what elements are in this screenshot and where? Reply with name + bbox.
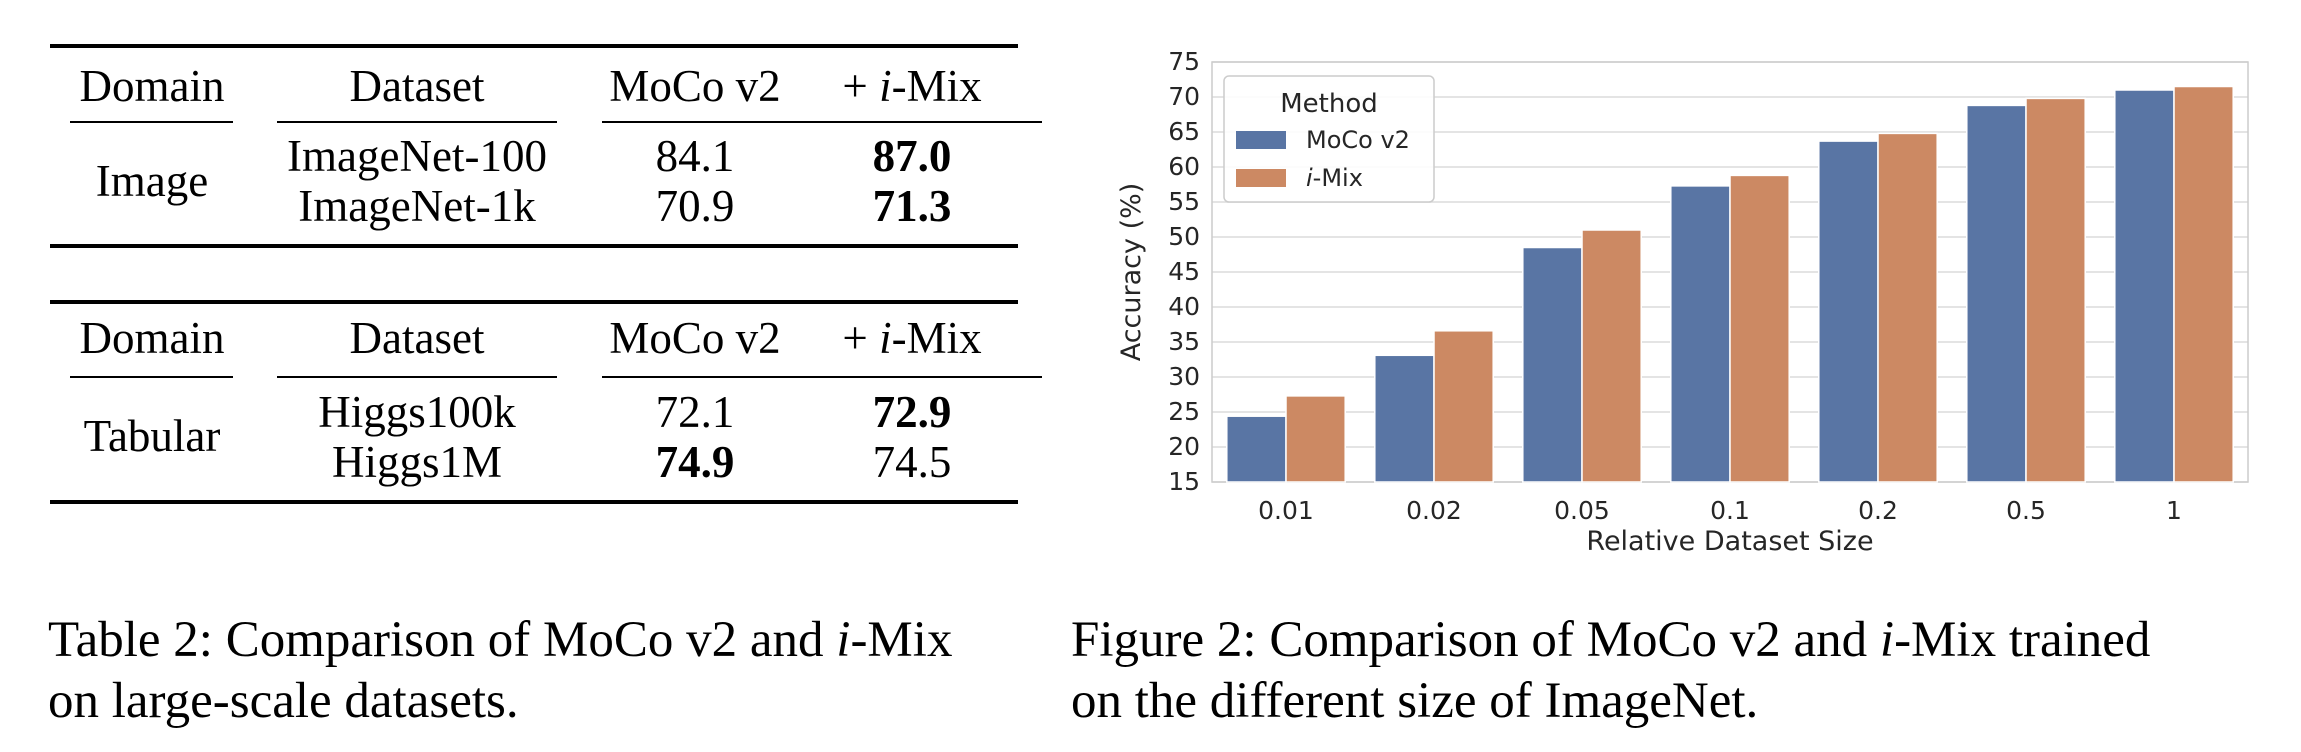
legend-swatch bbox=[1236, 131, 1286, 149]
y-tick-label: 15 bbox=[1168, 467, 1200, 496]
x-tick-label: 0.05 bbox=[1554, 496, 1610, 525]
imix-cell: 72.9 bbox=[872, 387, 952, 437]
bar bbox=[1522, 246, 1583, 483]
y-tick-label: 70 bbox=[1168, 82, 1200, 111]
cmidrule bbox=[602, 376, 1042, 378]
legend-title: Method bbox=[1280, 89, 1378, 119]
y-tick-label: 50 bbox=[1168, 222, 1200, 251]
top-rule bbox=[50, 300, 1018, 304]
figure-caption-line1: Figure 2: Comparison of MoCo v2 and i-Mi… bbox=[1071, 612, 2151, 668]
domain-cell: Image bbox=[95, 156, 209, 206]
y-tick-label: 60 bbox=[1168, 152, 1200, 181]
legend-label: i-Mix bbox=[1306, 164, 1363, 192]
bar bbox=[2173, 85, 2234, 483]
x-tick-label: 0.1 bbox=[1710, 496, 1750, 525]
y-tick-label: 35 bbox=[1168, 327, 1200, 356]
bar bbox=[1670, 185, 1731, 483]
y-tick-label: 40 bbox=[1168, 292, 1200, 321]
header-imix: + i-Mix bbox=[842, 313, 982, 363]
accuracy-bar-chart: 15 20 25 30 35 40 45 50 55 60 65 70 75 0.01 0.02 0.05 0.… bbox=[1116, 47, 2249, 557]
x-tick-label: 0.2 bbox=[1858, 496, 1898, 525]
y-tick-label: 45 bbox=[1168, 257, 1200, 286]
y-tick-label: 75 bbox=[1168, 47, 1200, 76]
cmidrule bbox=[277, 121, 557, 123]
figure-caption: Figure 2: Comparison of MoCo v2 and i-Mi… bbox=[1071, 610, 2150, 732]
legend-swatch bbox=[1236, 169, 1286, 187]
moco-cell: 70.9 bbox=[655, 181, 735, 231]
imix-cell: 87.0 bbox=[872, 131, 952, 181]
table-tabular: Domain Dataset MoCo v2 + i-Mix Tabular H… bbox=[50, 300, 1042, 510]
imix-cell: 71.3 bbox=[872, 181, 952, 231]
y-tick-label: 30 bbox=[1168, 362, 1200, 391]
bar bbox=[1877, 132, 1938, 483]
header-moco: MoCo v2 bbox=[609, 313, 781, 363]
moco-cell: 84.1 bbox=[655, 131, 735, 181]
x-tick-label: 0.01 bbox=[1258, 496, 1314, 525]
moco-cell: 74.9 bbox=[655, 437, 735, 487]
x-tick-label: 0.02 bbox=[1406, 496, 1462, 525]
top-rule bbox=[50, 44, 1018, 48]
header-dataset: Dataset bbox=[349, 61, 485, 111]
bar bbox=[1966, 104, 2027, 483]
bar bbox=[1818, 140, 1879, 483]
cmidrule bbox=[70, 376, 233, 378]
bar bbox=[1285, 395, 1346, 483]
x-tick-label: 0.5 bbox=[2006, 496, 2046, 525]
dataset-cell: ImageNet-100 bbox=[287, 131, 547, 181]
table-caption-line2: on large-scale datasets. bbox=[48, 673, 519, 729]
y-axis-label: Accuracy (%) bbox=[1116, 183, 1147, 362]
cmidrule bbox=[602, 121, 1042, 123]
dataset-cell: Higgs1M bbox=[331, 437, 503, 487]
x-axis-label: Relative Dataset Size bbox=[1586, 526, 1873, 557]
table-caption: Table 2: Comparison of MoCo v2 and i-Mix… bbox=[48, 610, 952, 732]
cmidrule bbox=[70, 121, 233, 123]
header-imix: + i-Mix bbox=[842, 61, 982, 111]
imix-cell: 74.5 bbox=[872, 437, 952, 487]
header-moco: MoCo v2 bbox=[609, 61, 781, 111]
y-tick-label: 25 bbox=[1168, 397, 1200, 426]
moco-cell: 72.1 bbox=[655, 387, 735, 437]
x-tick-label: 1 bbox=[2166, 496, 2182, 525]
bottom-rule bbox=[50, 500, 1018, 504]
legend-label: MoCo v2 bbox=[1306, 126, 1410, 154]
dataset-cell: Higgs100k bbox=[318, 387, 516, 437]
bar bbox=[1729, 174, 1790, 483]
header-dataset: Dataset bbox=[349, 313, 485, 363]
y-tick-label: 55 bbox=[1168, 187, 1200, 216]
header-domain: Domain bbox=[79, 61, 225, 111]
bar bbox=[1226, 415, 1287, 483]
dataset-cell: ImageNet-1k bbox=[298, 181, 536, 231]
bar bbox=[1374, 354, 1435, 483]
bar bbox=[1433, 330, 1494, 483]
bottom-rule bbox=[50, 244, 1018, 248]
bar bbox=[2114, 89, 2175, 483]
y-tick-label: 20 bbox=[1168, 432, 1200, 461]
table-caption-line1: Table 2: Comparison of MoCo v2 and i-Mix bbox=[48, 612, 953, 668]
figure-caption-line2: on the different size of ImageNet. bbox=[1071, 673, 1759, 729]
header-domain: Domain bbox=[79, 313, 225, 363]
cmidrule bbox=[277, 376, 557, 378]
domain-cell: Tabular bbox=[83, 411, 221, 461]
y-tick-label: 65 bbox=[1168, 117, 1200, 146]
bar bbox=[1581, 229, 1642, 483]
bar bbox=[2025, 97, 2086, 483]
table-image: Domain Dataset MoCo v2 + i-Mix Image Ima… bbox=[50, 44, 1042, 254]
